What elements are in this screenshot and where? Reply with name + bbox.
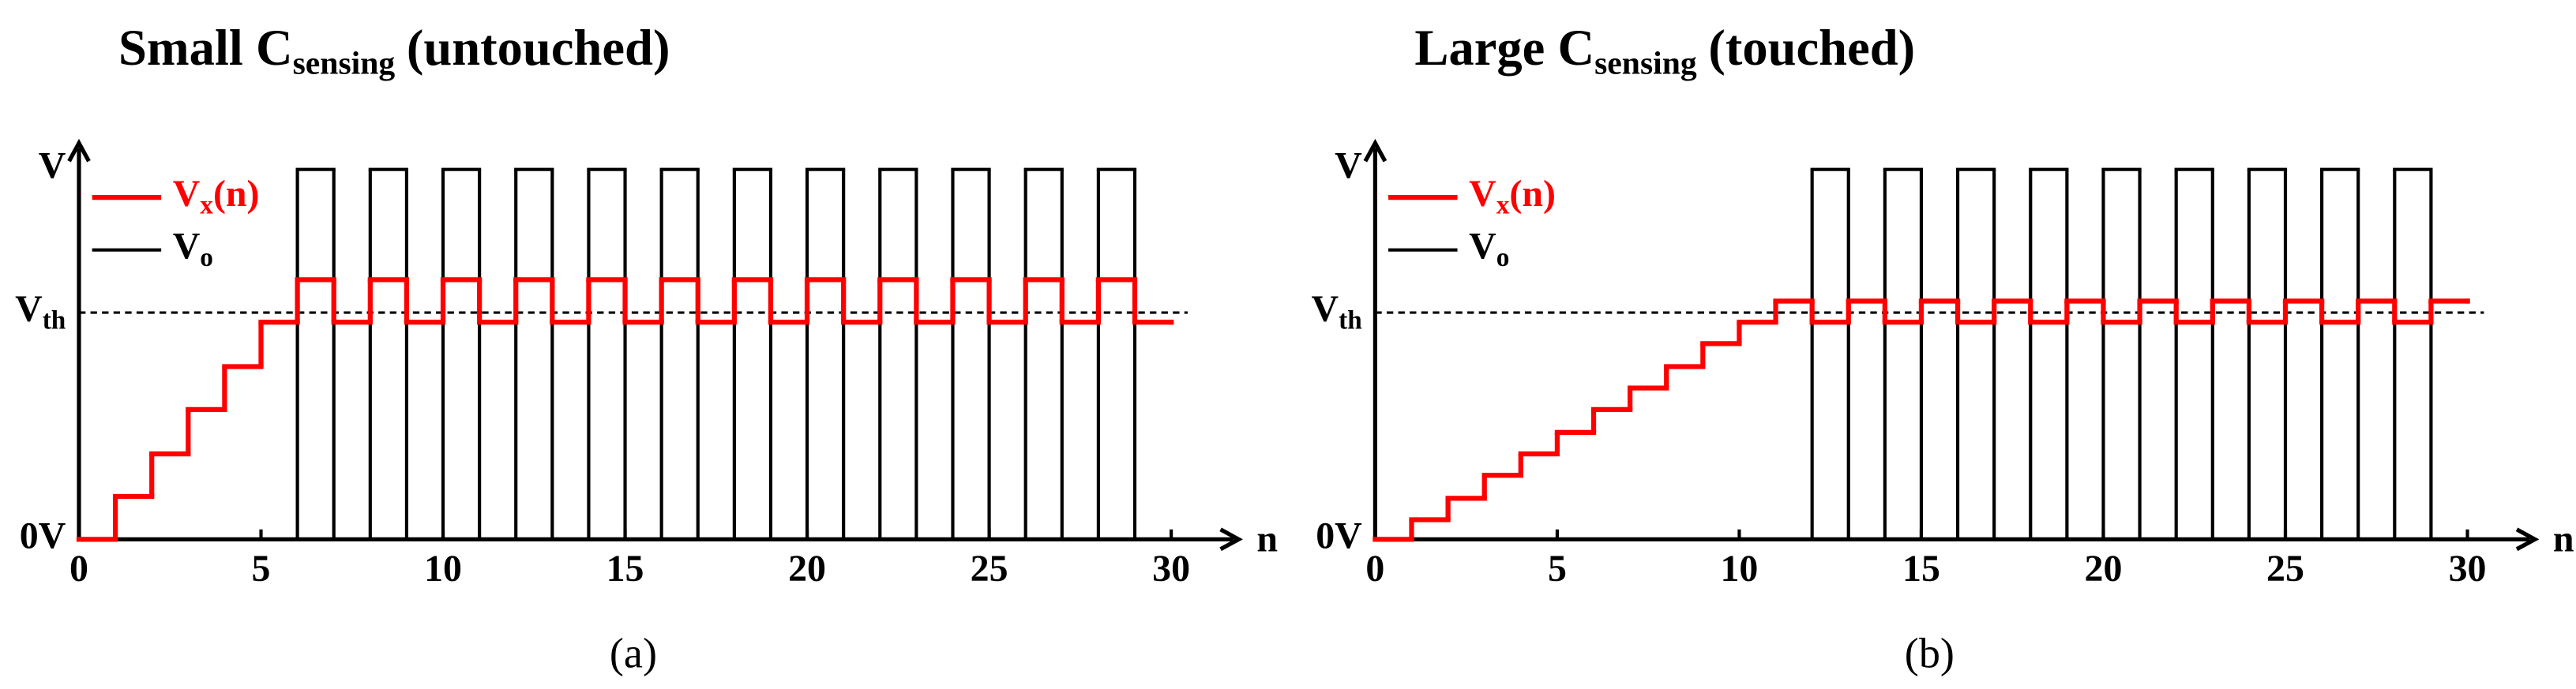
y-tick-label-text: 0V bbox=[1316, 515, 1362, 556]
x-axis-label: n bbox=[1256, 519, 1278, 560]
x-tick-label: 25 bbox=[2266, 548, 2304, 590]
legend-label: Vx(n) bbox=[1469, 173, 1556, 219]
x-tick-label: 15 bbox=[1902, 548, 1940, 590]
y-tick-label: Vth bbox=[1312, 288, 1363, 335]
legend-label: Vx(n) bbox=[173, 173, 260, 219]
x-tick-label: 30 bbox=[1152, 548, 1190, 590]
legend-name-rest: (n) bbox=[1509, 173, 1556, 215]
chart-title: Large Csensing (touched) bbox=[1414, 19, 1915, 81]
legend-name: V bbox=[173, 173, 201, 215]
legend-name-subscript: o bbox=[1496, 243, 1510, 272]
legend-name: V bbox=[1469, 226, 1496, 268]
x-tick-label: 0 bbox=[69, 548, 88, 590]
y-tick-label: V bbox=[39, 145, 66, 187]
x-tick-label: 0 bbox=[1365, 548, 1384, 590]
legend-name-subscript: x bbox=[200, 190, 213, 219]
y-tick-label-text: V bbox=[1312, 288, 1339, 330]
legend-label: Vo bbox=[173, 226, 213, 272]
y-tick-label: Vth bbox=[15, 288, 66, 335]
x-tick-label: 20 bbox=[2085, 548, 2123, 590]
legend-name: V bbox=[173, 226, 201, 268]
title-subscript: sensing bbox=[293, 45, 396, 81]
x-tick-label: 5 bbox=[252, 548, 271, 590]
chart-title: Small Csensing (untouched) bbox=[118, 19, 670, 81]
legend-name-subscript: x bbox=[1496, 190, 1510, 219]
y-tick-label: 0V bbox=[20, 515, 66, 556]
y-tick-label-text: V bbox=[1335, 145, 1362, 187]
x-tick-label: 25 bbox=[971, 548, 1008, 590]
y-tick-label-text: V bbox=[39, 145, 66, 187]
y-tick-label-subscript: th bbox=[43, 305, 66, 335]
x-tick-label: 10 bbox=[424, 548, 462, 590]
caption: (a) bbox=[610, 630, 657, 677]
x-tick-label: 20 bbox=[788, 548, 826, 590]
y-tick-label-text: 0V bbox=[20, 515, 66, 556]
y-tick-label-text: V bbox=[15, 288, 43, 330]
y-axis-arrow bbox=[1363, 138, 1388, 163]
y-tick-label: V bbox=[1335, 145, 1362, 187]
legend-name-rest: (n) bbox=[213, 173, 260, 215]
legend-label: Vo bbox=[1469, 226, 1509, 272]
x-tick-label: 10 bbox=[1720, 548, 1758, 590]
title-text: Small C bbox=[118, 19, 293, 76]
title-text: Large C bbox=[1414, 19, 1594, 76]
x-axis-arrow bbox=[2515, 527, 2540, 552]
legend-name-subscript: o bbox=[200, 243, 213, 272]
x-axis-label: n bbox=[2553, 519, 2574, 560]
y-tick-label-subscript: th bbox=[1339, 305, 1362, 335]
y-tick-label: 0V bbox=[1316, 515, 1362, 556]
x-tick-label: 5 bbox=[1548, 548, 1567, 590]
x-axis-arrow bbox=[1219, 527, 1243, 552]
caption: (b) bbox=[1905, 630, 1955, 677]
title-subscript: sensing bbox=[1594, 45, 1697, 81]
legend-name: V bbox=[1469, 173, 1496, 215]
y-axis-arrow bbox=[67, 138, 91, 163]
x-tick-label: 30 bbox=[2449, 548, 2487, 590]
title-rest: (touched) bbox=[1708, 19, 1915, 76]
title-rest: (untouched) bbox=[407, 19, 670, 76]
x-tick-label: 15 bbox=[606, 548, 644, 590]
